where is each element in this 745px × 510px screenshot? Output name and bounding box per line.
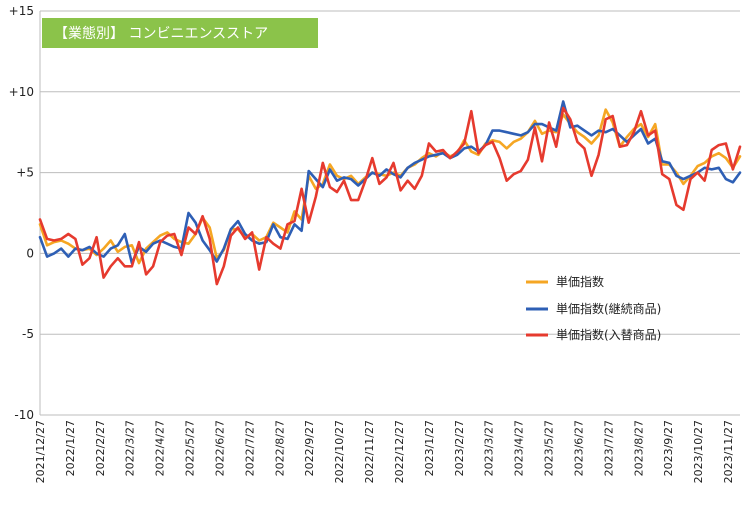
chart-title: 【業態別】 コンビニエンスストア — [54, 26, 268, 42]
x-tick-label: 2023/7/27 — [602, 420, 615, 476]
series-line-1 — [38, 108, 742, 265]
chart-title-box: 【業態別】 コンビニエンスストア — [42, 18, 318, 48]
x-tick-label: 2022/3/27 — [124, 420, 137, 476]
legend-label: 単価指数 — [556, 274, 604, 289]
x-tick-label: 2022/5/27 — [184, 420, 197, 476]
x-tick-label: 2023/6/27 — [572, 420, 585, 476]
x-tick-label: 2022/9/27 — [303, 420, 316, 476]
x-tick-label: 2023/8/27 — [632, 420, 645, 476]
y-tick-label: +10 — [9, 85, 34, 99]
x-tick-label: 2022/8/27 — [273, 420, 286, 476]
x-tick-label: 2023/5/27 — [543, 420, 556, 476]
x-tick-label: 2022/11/27 — [363, 420, 376, 483]
x-tick-label: 2022/7/27 — [243, 420, 256, 476]
x-tick-label: 2022/12/27 — [393, 420, 406, 483]
x-tick-label: 2022/2/27 — [94, 420, 107, 476]
x-tick-label: 2021/12/27 — [34, 420, 47, 483]
x-tick-label: 2022/6/27 — [213, 420, 226, 476]
x-tick-label: 2023/9/27 — [662, 420, 675, 476]
legend-label: 単価指数(入替商品) — [556, 327, 661, 342]
x-tick-label: 2023/1/27 — [423, 420, 436, 476]
x-tick-label: 2022/4/27 — [154, 420, 167, 476]
x-tick-label: 2023/3/27 — [483, 420, 496, 476]
title-background — [42, 18, 318, 48]
series-lines — [38, 100, 742, 286]
x-tick-label: 2023/10/27 — [692, 420, 705, 483]
x-tick-label: 2022/10/27 — [333, 420, 346, 483]
x-axis-ticks: 2021/12/27 2022/1/27 2022/2/27 2022/3/27 202… — [34, 420, 735, 483]
x-tick-label: 2023/4/27 — [513, 420, 526, 476]
x-tick-label: 2022/1/27 — [64, 420, 77, 476]
y-tick-label: 0 — [26, 246, 34, 260]
y-tick-label: +5 — [16, 166, 34, 180]
legend-label: 単価指数(継続商品) — [556, 301, 661, 316]
y-tick-label: -10 — [14, 408, 34, 422]
x-tick-label: 2023/11/27 — [722, 420, 735, 483]
y-tick-label: +15 — [9, 4, 34, 18]
y-axis-ticks: +15 +10 +5 0 -5 -10 — [9, 4, 34, 422]
y-tick-label: -5 — [22, 327, 34, 341]
series-line-3 — [38, 106, 742, 286]
x-tick-label: 2023/2/27 — [453, 420, 466, 476]
